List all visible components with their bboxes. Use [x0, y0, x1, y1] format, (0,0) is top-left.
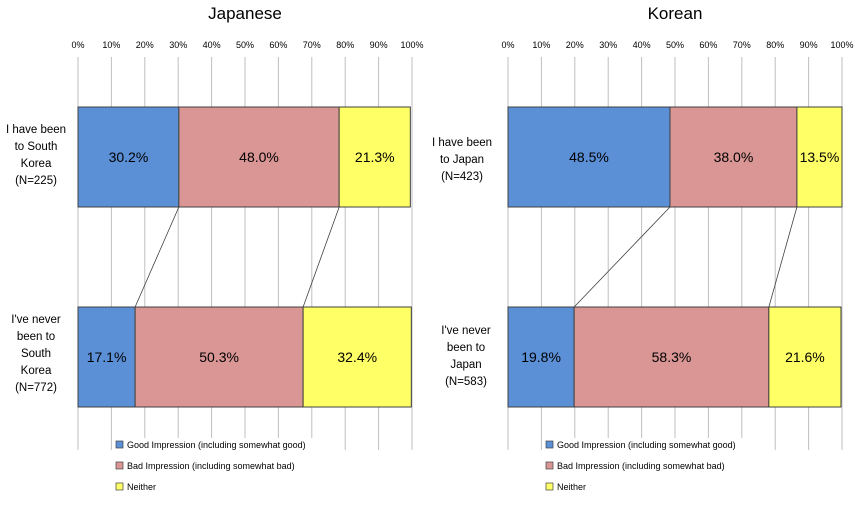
legend-backdrop — [544, 438, 754, 451]
x-tick-label: 20% — [566, 40, 584, 50]
x-tick-label: 70% — [733, 40, 751, 50]
bar-data-label: 32.4% — [337, 349, 377, 365]
category-label: Japan — [450, 359, 481, 371]
legend-label: Good Impression (including somewhat good… — [127, 440, 306, 450]
x-tick-label: 100% — [400, 40, 423, 50]
x-tick-label: 90% — [370, 40, 388, 50]
legend-label: Neither — [127, 482, 156, 492]
category-label: to Japan — [440, 154, 484, 166]
bar-data-label: 48.0% — [239, 149, 279, 165]
x-tick-label: 30% — [599, 40, 617, 50]
bar-data-label: 21.3% — [355, 149, 395, 165]
x-tick-label: 80% — [766, 40, 784, 50]
legend-backdrop — [114, 459, 324, 472]
x-tick-label: 40% — [203, 40, 221, 50]
bar-data-label: 21.6% — [785, 349, 825, 365]
x-tick-label: 50% — [666, 40, 684, 50]
x-tick-label: 10% — [532, 40, 550, 50]
x-tick-label: 50% — [236, 40, 254, 50]
bar-segment — [573, 306, 770, 408]
x-tick-label: 20% — [136, 40, 154, 50]
bar-data-label: 17.1% — [87, 349, 127, 365]
bar-segment — [178, 106, 340, 208]
bar-data-label: 38.0% — [714, 149, 754, 165]
bar-data-label: 19.8% — [521, 349, 561, 365]
chart-title: Korean — [648, 4, 703, 23]
x-tick-label: 0% — [71, 40, 84, 50]
bar-segment — [507, 106, 671, 208]
category-label: I've never — [11, 314, 61, 326]
legend-swatch — [545, 461, 554, 470]
legend-label: Neither — [557, 482, 586, 492]
category-label: Korea — [21, 158, 52, 170]
x-tick-label: 70% — [303, 40, 321, 50]
bar-segment — [302, 306, 412, 408]
bar-data-label: 50.3% — [199, 349, 239, 365]
category-label: Korea — [21, 365, 52, 377]
category-label: I have been — [432, 137, 492, 149]
bar-segment — [669, 106, 798, 208]
legend-label: Good Impression (including somewhat good… — [557, 440, 736, 450]
legend-swatch — [545, 440, 554, 449]
category-label: (N=772) — [15, 382, 57, 394]
legend-label: Bad Impression (including somewhat bad) — [127, 461, 295, 471]
legend-backdrop — [544, 480, 754, 493]
legend-label: Bad Impression (including somewhat bad) — [557, 461, 725, 471]
bar-segment — [134, 306, 304, 408]
legend-backdrop — [114, 438, 324, 451]
connector-line — [134, 206, 180, 308]
bar-segment — [796, 106, 843, 208]
legend-swatch — [115, 482, 124, 491]
bar-data-label: 48.5% — [569, 149, 609, 165]
x-tick-label: 10% — [102, 40, 120, 50]
category-label: I have been — [6, 124, 66, 136]
x-tick-label: 60% — [269, 40, 287, 50]
connector-line — [302, 206, 340, 308]
bar-segment — [338, 106, 411, 208]
x-tick-label: 30% — [169, 40, 187, 50]
legend-swatch — [115, 461, 124, 470]
bar-data-label: 58.3% — [652, 349, 692, 365]
x-tick-label: 100% — [830, 40, 853, 50]
category-label: (N=423) — [441, 171, 483, 183]
bar-segment — [768, 306, 842, 408]
x-tick-label: 0% — [501, 40, 514, 50]
category-label: been to — [17, 331, 55, 343]
category-label: to South — [15, 141, 58, 153]
bar-segment — [77, 106, 180, 208]
legend-swatch — [115, 440, 124, 449]
bar-data-label: 13.5% — [800, 149, 840, 165]
bar-segment — [77, 306, 136, 408]
legend-backdrop — [114, 480, 324, 493]
category-label: South — [21, 348, 51, 360]
category-label: (N=583) — [445, 376, 487, 388]
legend-swatch — [545, 482, 554, 491]
bar-data-label: 30.2% — [109, 149, 149, 165]
chart-title: Japanese — [208, 4, 282, 23]
connector-line — [573, 206, 671, 308]
x-tick-label: 80% — [336, 40, 354, 50]
category-label: been to — [447, 342, 485, 354]
category-label: I've never — [441, 325, 491, 337]
legend-backdrop — [544, 459, 754, 472]
category-label: (N=225) — [15, 175, 57, 187]
x-tick-label: 90% — [800, 40, 818, 50]
x-tick-label: 60% — [699, 40, 717, 50]
connector-line — [768, 206, 798, 308]
bar-segment — [507, 306, 575, 408]
x-tick-label: 40% — [633, 40, 651, 50]
